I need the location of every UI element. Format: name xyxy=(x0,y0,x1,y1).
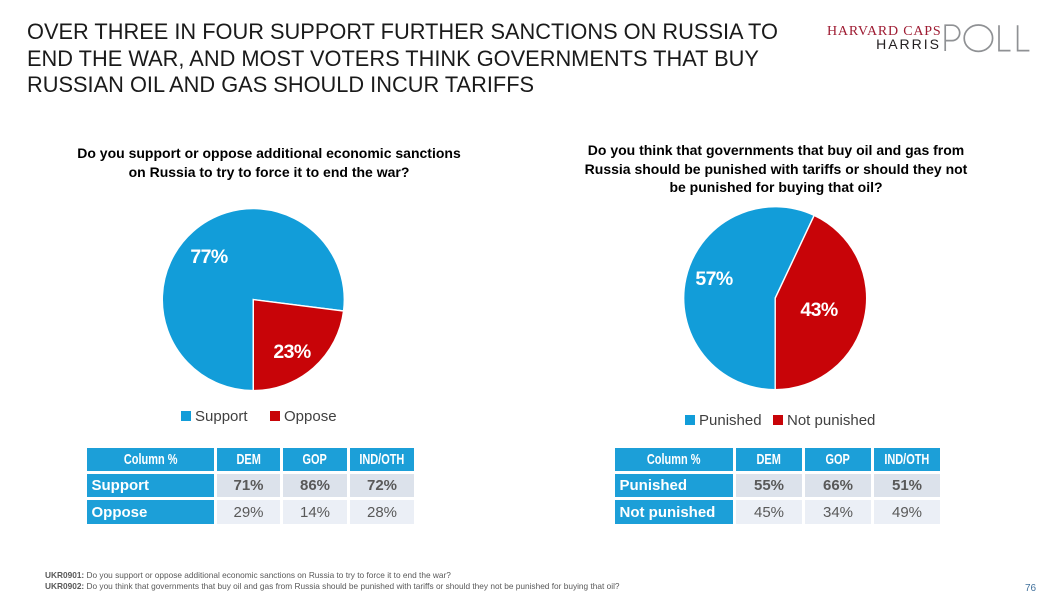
svg-text:57%: 57% xyxy=(695,268,732,290)
svg-text:43%: 43% xyxy=(800,299,837,321)
svg-text:23%: 23% xyxy=(273,341,310,363)
svg-text:77%: 77% xyxy=(190,246,227,268)
